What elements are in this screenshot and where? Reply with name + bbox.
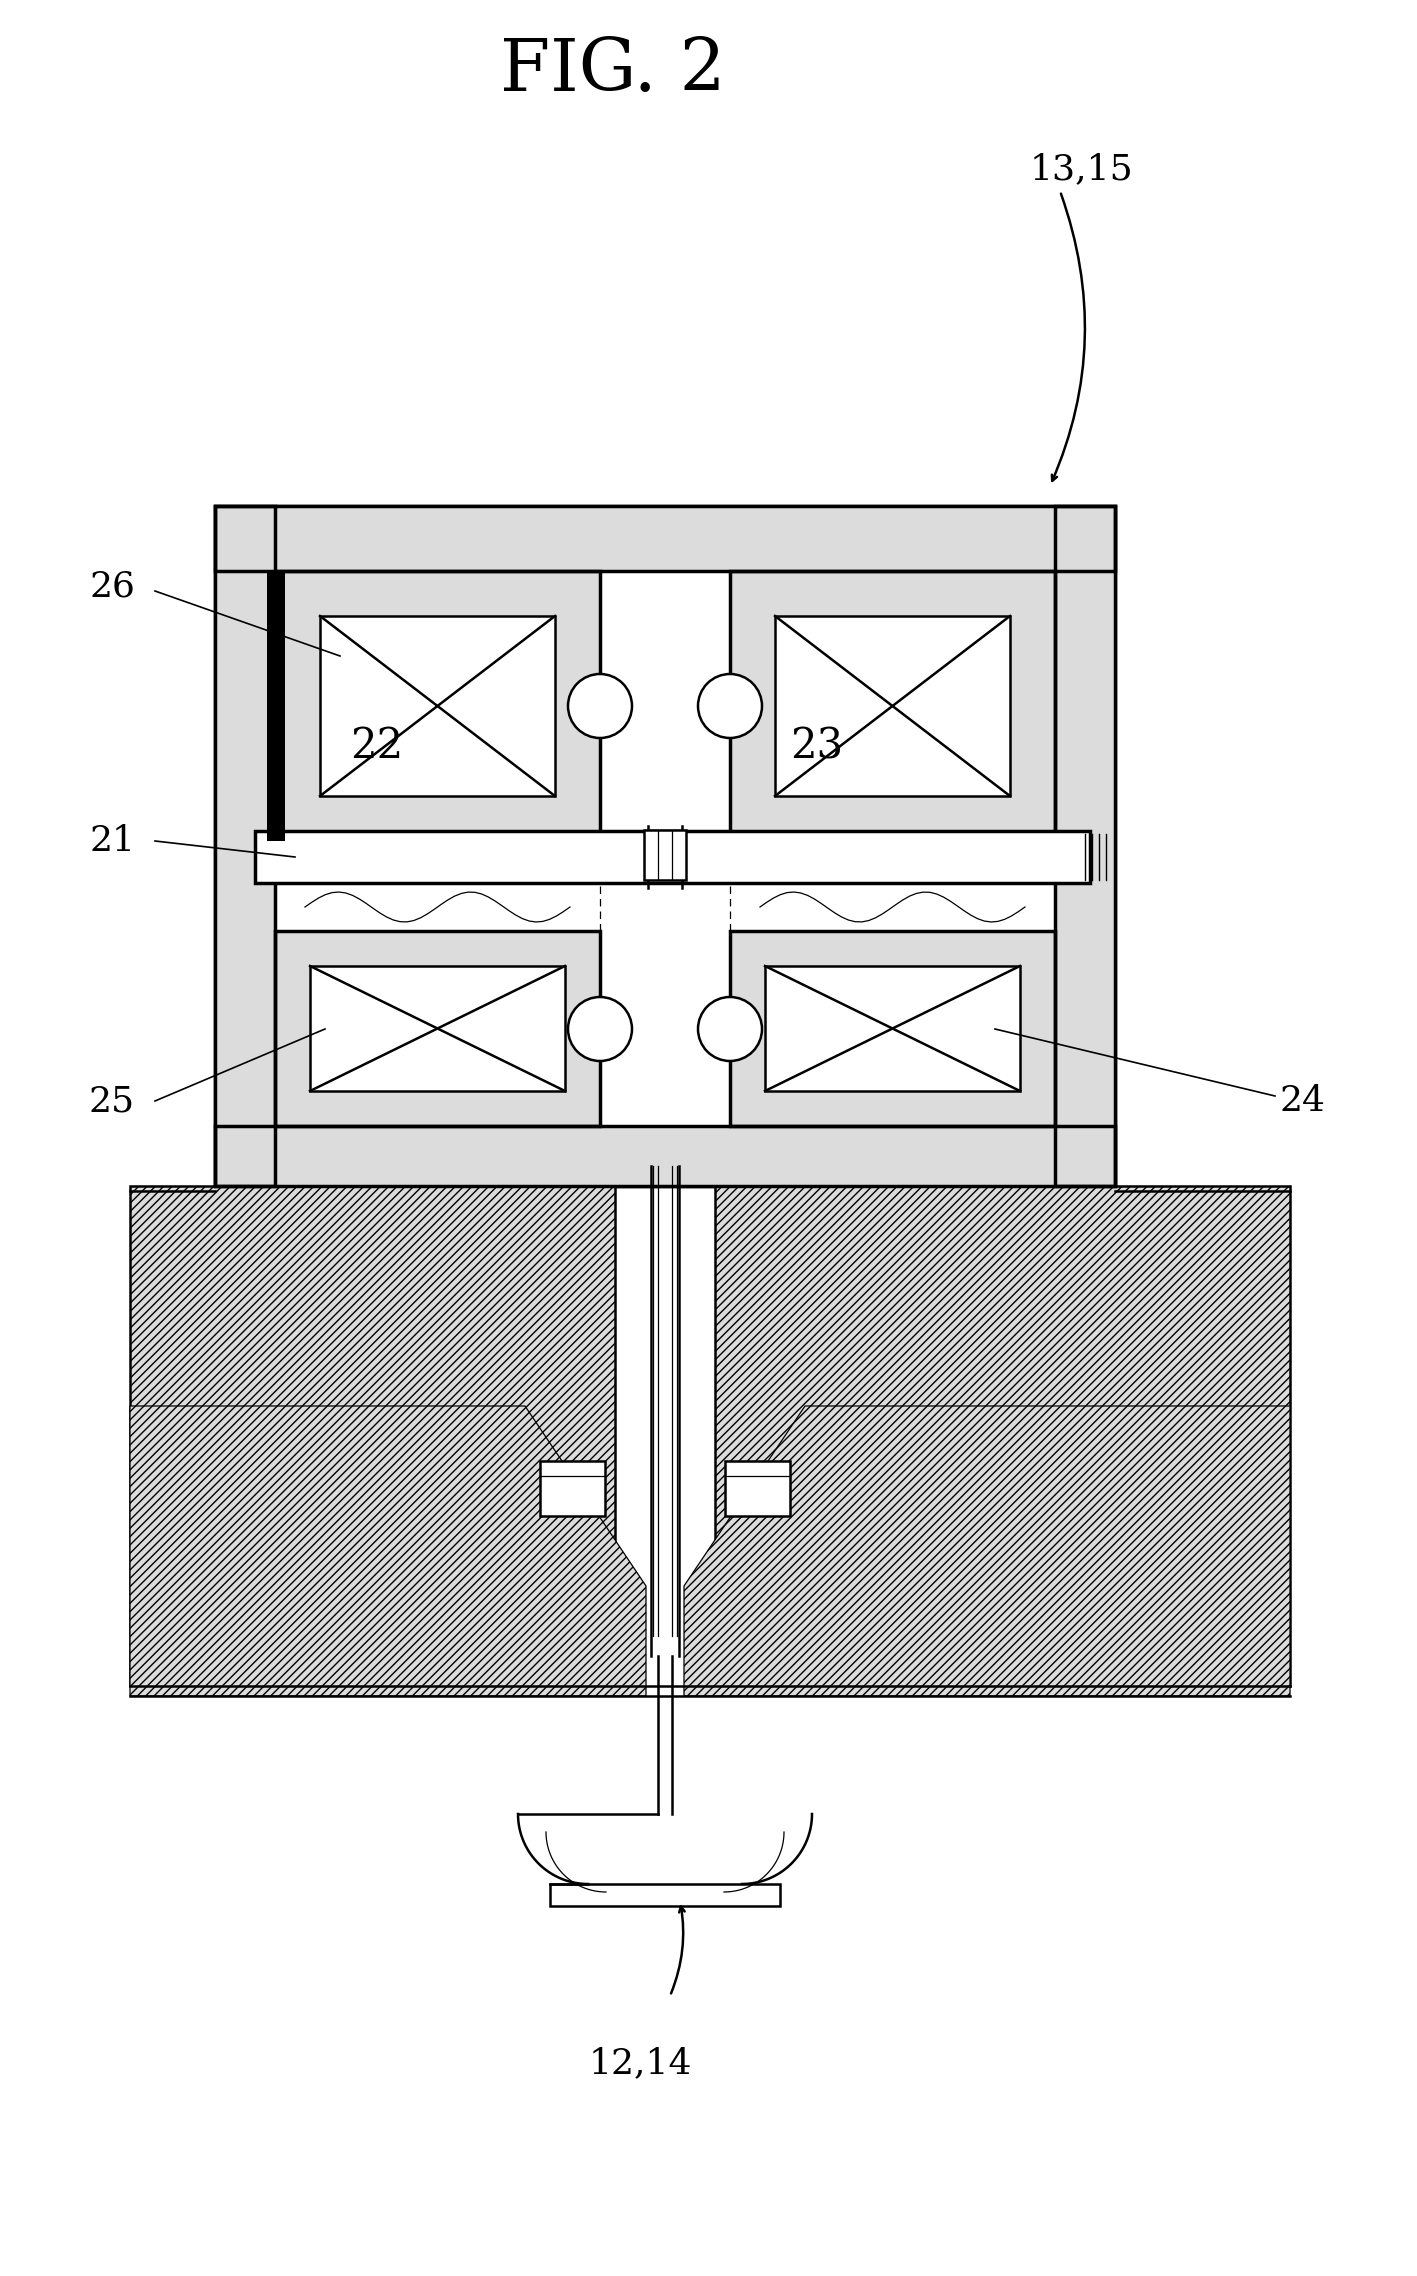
- Text: FIG. 2: FIG. 2: [500, 36, 726, 107]
- Text: 12,14: 12,14: [588, 2046, 691, 2080]
- Bar: [726, 1461, 791, 1516]
- Bar: [215, 505, 1115, 571]
- Text: 26: 26: [89, 569, 135, 603]
- Bar: [540, 1461, 605, 1516]
- Text: 22: 22: [350, 726, 404, 767]
- Circle shape: [568, 674, 632, 737]
- Bar: [275, 571, 599, 842]
- Bar: [730, 931, 1056, 1127]
- Bar: [320, 617, 555, 797]
- Bar: [275, 571, 599, 842]
- Bar: [275, 571, 599, 842]
- Bar: [275, 931, 599, 1127]
- Polygon shape: [684, 1407, 1289, 1696]
- Text: 13,15: 13,15: [1030, 152, 1134, 187]
- Circle shape: [699, 997, 762, 1061]
- Bar: [215, 1127, 1115, 1186]
- Bar: [215, 1127, 1115, 1186]
- Bar: [275, 931, 599, 1127]
- Bar: [765, 965, 1020, 1090]
- Circle shape: [568, 997, 632, 1061]
- Bar: [255, 831, 1090, 883]
- Bar: [643, 831, 686, 881]
- Bar: [215, 505, 1115, 571]
- Bar: [730, 931, 1056, 1127]
- Bar: [1056, 505, 1115, 1186]
- Text: 21: 21: [89, 824, 135, 858]
- Circle shape: [699, 674, 762, 737]
- Bar: [730, 571, 1056, 842]
- Bar: [215, 505, 1115, 571]
- Bar: [215, 505, 275, 1186]
- Bar: [1056, 505, 1115, 1186]
- Bar: [215, 505, 1115, 1186]
- Bar: [730, 571, 1056, 842]
- Text: 24: 24: [1280, 1083, 1326, 1118]
- Polygon shape: [130, 1186, 615, 1687]
- Bar: [215, 505, 275, 1186]
- Bar: [310, 965, 565, 1090]
- Bar: [215, 1127, 1115, 1186]
- Text: 23: 23: [791, 726, 843, 767]
- Polygon shape: [130, 1407, 646, 1696]
- Bar: [730, 931, 1056, 1127]
- Bar: [730, 571, 1056, 842]
- Bar: [215, 505, 275, 1186]
- Bar: [266, 571, 285, 842]
- Bar: [775, 617, 1010, 797]
- Bar: [550, 1885, 779, 1905]
- Bar: [275, 931, 599, 1127]
- Bar: [1056, 505, 1115, 1186]
- Text: 25: 25: [89, 1083, 135, 1118]
- Polygon shape: [716, 1186, 1289, 1687]
